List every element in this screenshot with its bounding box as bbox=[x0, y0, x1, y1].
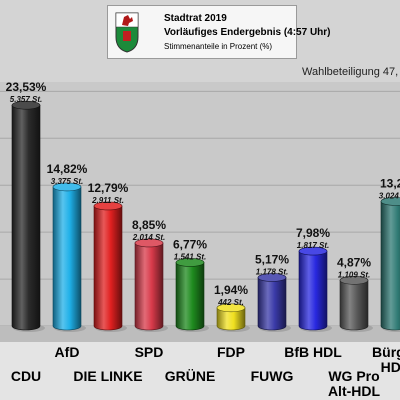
category-label: Alt-HDL bbox=[328, 383, 381, 399]
bar-bfb-hdl bbox=[298, 250, 328, 331]
category-label: BfB HDL bbox=[284, 344, 342, 360]
category-label: AfD bbox=[55, 344, 80, 360]
value-label: 8,85% bbox=[132, 218, 166, 232]
turnout-label: Wahlbeteiligung 47, bbox=[302, 66, 399, 78]
value-label: 1,94% bbox=[214, 283, 248, 297]
value-label: 7,98% bbox=[296, 226, 330, 240]
votes-label: 1.178 St. bbox=[256, 267, 288, 276]
chart-title: Stadtrat 2019 bbox=[164, 13, 227, 24]
value-label: 12,79% bbox=[88, 181, 129, 195]
votes-label: 2.911 St. bbox=[91, 196, 124, 205]
value-label: 13,28 bbox=[380, 176, 400, 190]
votes-label: 1.817 St. bbox=[297, 241, 329, 250]
category-label: FUWG bbox=[251, 368, 294, 384]
bar-top bbox=[380, 197, 400, 206]
bar-top bbox=[175, 258, 205, 267]
category-label: Bürger bbox=[372, 344, 400, 360]
votes-label: 1.109 St. bbox=[338, 270, 370, 279]
bar-top bbox=[93, 201, 123, 211]
bar-top bbox=[52, 182, 82, 192]
category-label: CDU bbox=[11, 368, 41, 384]
chart-caption: Stimmenanteile in Prozent (%) bbox=[164, 42, 273, 51]
category-area bbox=[0, 342, 400, 400]
bar-fuwg bbox=[257, 277, 287, 331]
bar-top bbox=[11, 100, 41, 110]
bar-wg-pro-alt-hdl bbox=[339, 279, 369, 331]
category-label: GRÜNE bbox=[165, 368, 216, 384]
category-label: SPD bbox=[135, 344, 164, 360]
bar-die-linke bbox=[93, 205, 123, 331]
bar-gr-ne bbox=[175, 262, 205, 331]
category-label: WG Pro bbox=[328, 368, 379, 384]
votes-label: 5.357 St. bbox=[10, 95, 42, 104]
value-label: 23,53% bbox=[6, 80, 47, 94]
bar-top bbox=[339, 275, 369, 285]
bar-top bbox=[298, 246, 328, 256]
chart-subtitle: Vorläufiges Endergebnis (4:57 Uhr) bbox=[164, 27, 331, 38]
bar-top bbox=[134, 238, 164, 248]
category-label: DIE LINKE bbox=[73, 368, 142, 384]
votes-label: 442 St. bbox=[217, 298, 244, 307]
bar-afd bbox=[52, 186, 82, 331]
bar-cdu bbox=[11, 104, 41, 331]
category-label: FDP bbox=[217, 344, 245, 360]
coat-of-arms-icon bbox=[115, 12, 139, 53]
bar-top bbox=[257, 273, 287, 282]
bar-top bbox=[216, 303, 246, 313]
value-label: 4,87% bbox=[337, 255, 371, 269]
votes-label: 2.014 St. bbox=[132, 233, 165, 242]
bar-fdp bbox=[216, 307, 246, 331]
bar-spd bbox=[134, 242, 164, 331]
votes-label: 3.024 St. bbox=[379, 191, 400, 200]
category-label: HDL bbox=[381, 359, 400, 375]
chart-header: Stadtrat 2019 Vorläufiges Endergebnis (4… bbox=[107, 5, 331, 59]
value-label: 6,77% bbox=[173, 237, 207, 251]
bar-b-rger-hdl bbox=[380, 201, 400, 331]
value-label: 14,82% bbox=[47, 162, 88, 176]
votes-label: 1.541 St. bbox=[174, 252, 206, 261]
votes-label: 3.375 St. bbox=[51, 177, 83, 186]
value-label: 5,17% bbox=[255, 252, 289, 266]
